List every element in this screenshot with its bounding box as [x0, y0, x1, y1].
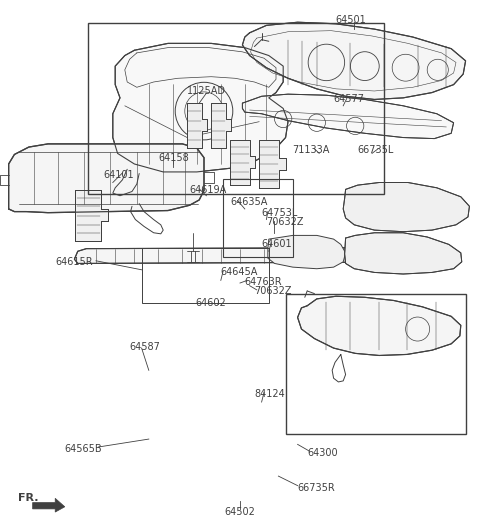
- Polygon shape: [9, 144, 204, 213]
- Polygon shape: [259, 140, 286, 188]
- Polygon shape: [33, 498, 65, 512]
- Text: 64753L: 64753L: [262, 208, 298, 218]
- Polygon shape: [75, 190, 108, 241]
- Bar: [286, 294, 466, 434]
- Polygon shape: [242, 22, 466, 99]
- Bar: [223, 179, 293, 257]
- Text: 64158: 64158: [158, 153, 189, 162]
- Polygon shape: [113, 43, 288, 172]
- Text: 71133A: 71133A: [292, 145, 329, 155]
- Polygon shape: [268, 235, 346, 269]
- Polygon shape: [345, 233, 462, 274]
- Polygon shape: [242, 94, 454, 139]
- Text: 70632Z: 70632Z: [254, 287, 292, 296]
- Text: 64601: 64601: [262, 240, 292, 249]
- Text: 64615R: 64615R: [55, 258, 93, 267]
- Bar: [88, 23, 384, 194]
- Text: 66735L: 66735L: [358, 145, 394, 155]
- Text: 64645A: 64645A: [221, 268, 258, 277]
- Text: 64501: 64501: [335, 15, 366, 25]
- Text: 64502: 64502: [225, 507, 255, 517]
- Text: FR.: FR.: [18, 494, 39, 503]
- Polygon shape: [230, 140, 255, 185]
- Polygon shape: [211, 103, 231, 148]
- Text: 64101: 64101: [103, 170, 134, 179]
- Bar: [142, 248, 269, 303]
- Text: 84124: 84124: [254, 389, 285, 399]
- Text: 1125AD: 1125AD: [187, 86, 226, 96]
- Text: 64300: 64300: [307, 449, 338, 458]
- Text: 64587: 64587: [130, 342, 160, 352]
- Text: 64565B: 64565B: [65, 444, 102, 453]
- Text: 70632Z: 70632Z: [266, 217, 304, 227]
- Polygon shape: [187, 103, 207, 148]
- Text: 64577: 64577: [334, 95, 365, 104]
- Text: 64635A: 64635A: [230, 197, 268, 207]
- Text: 66735R: 66735R: [298, 483, 336, 492]
- Text: 64763R: 64763R: [245, 277, 282, 287]
- Polygon shape: [74, 248, 444, 263]
- Text: 64619A: 64619A: [190, 186, 227, 195]
- Polygon shape: [343, 183, 469, 232]
- Text: 64602: 64602: [196, 298, 227, 307]
- Polygon shape: [298, 296, 461, 355]
